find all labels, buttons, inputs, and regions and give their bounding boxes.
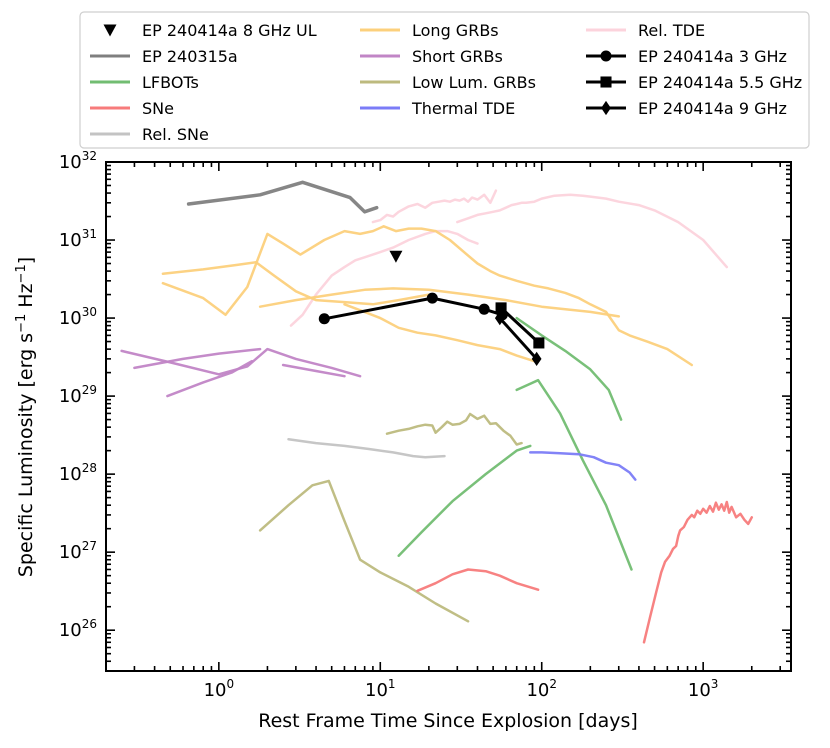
y-tick-label: 1026 [59, 617, 97, 641]
series-long-grbs [161, 260, 431, 306]
series-short-grbs [281, 363, 346, 378]
series-ep-240315a [186, 180, 379, 214]
legend-marker [600, 50, 612, 62]
point-ep-240414a-8-ghz-ul [389, 250, 403, 263]
series-long-grbs [258, 287, 621, 318]
y-axis-label-end: ] [15, 257, 37, 264]
point-ep-240414a-3-ghz [318, 313, 330, 325]
ep-layer [318, 250, 545, 367]
y-axis-label-mid: Hz [15, 283, 37, 313]
series-thermal-tde [529, 451, 637, 481]
legend-label: Rel. SNe [142, 125, 209, 144]
series-sne [642, 500, 754, 644]
legend-item: EP 240414a 8 GHz UL [103, 21, 317, 40]
legend-item: Thermal TDE [360, 99, 515, 118]
series-rel-tde [456, 193, 729, 269]
x-tick-label: 102 [526, 677, 557, 701]
x-tick-label: 103 [688, 677, 719, 701]
x-tick-label: 101 [365, 677, 396, 701]
x-axis-label: Rest Frame Time Since Explosion [days] [258, 710, 638, 732]
series-ep-240414a-5-5-ghz [500, 306, 540, 345]
series-layer [120, 180, 754, 644]
legend-item: Short GRBs [360, 47, 503, 66]
series-long-grbs [161, 225, 694, 367]
x-axis-ticks: 100 101 102 103 [105, 162, 781, 701]
legend-item: SNe [90, 99, 174, 118]
y-tick-label: 1027 [59, 539, 97, 563]
series-low-lum-grbs [385, 412, 523, 446]
legend-label: Long GRBs [412, 21, 499, 40]
legend-item: EP 240414a 5.5 GHz [586, 73, 802, 92]
point-ep-240414a-3-ghz [478, 303, 490, 315]
series-short-grbs [133, 347, 262, 370]
legend-label: LFBOTs [142, 73, 199, 92]
legend: EP 240414a 8 GHz UL EP 240315a LFBOTs SNe Re… [79, 11, 810, 149]
legend-label: EP 240414a 3 GHz [638, 47, 787, 66]
series-long-grbs [343, 303, 536, 363]
point-ep-240414a-3-ghz [426, 292, 438, 304]
series-low-lum-grbs [258, 479, 470, 623]
legend-label: Short GRBs [412, 47, 503, 66]
legend-item: Rel. TDE [586, 21, 705, 40]
series-short-grbs [120, 347, 362, 378]
series-rel-tde [289, 229, 479, 327]
series-rel-sne [287, 437, 446, 459]
y-axis-label-sup1: −1 [14, 314, 29, 333]
legend-item: Rel. SNe [90, 125, 209, 144]
series-ep-240414a-9-ghz [498, 317, 538, 360]
y-axis-ticks: 1026 1027 1028 1029 1030 1031 1032 [59, 149, 791, 672]
legend-item: LFBOTs [90, 73, 199, 92]
legend-label: EP 240414a 9 GHz [638, 99, 787, 118]
y-tick-label: 1029 [59, 383, 97, 407]
point-ep-240414a-9-ghz [494, 310, 505, 326]
point-ep-240414a-9-ghz [531, 351, 542, 367]
series-lfbots [515, 316, 623, 421]
y-axis-label: Specific Luminosity [erg s−1 Hz−1] [14, 257, 37, 577]
legend-item: EP 240414a 3 GHz [586, 47, 787, 66]
point-ep-240414a-5-5-ghz [495, 302, 507, 314]
legend-marker [103, 24, 117, 37]
y-tick-label: 1031 [59, 227, 97, 251]
y-axis-label-main: Specific Luminosity [erg s [15, 333, 37, 577]
legend-label: Rel. TDE [638, 21, 705, 40]
legend-item: Long GRBs [360, 21, 499, 40]
legend-item: EP 240414a 9 GHz [586, 99, 787, 118]
legend-label: EP 240414a 5.5 GHz [638, 73, 802, 92]
legend-item: Low Lum. GRBs [360, 73, 536, 92]
plot-area: 100 101 102 103 1026 1027 1028 1029 1030 1031 103… [59, 149, 792, 701]
series-ep-240414a-3-ghz [324, 296, 503, 321]
legend-label: EP 240315a [142, 47, 238, 66]
legend-frame [79, 11, 810, 149]
legend-marker [601, 100, 611, 116]
y-tick-label: 1030 [59, 305, 97, 329]
point-ep-240414a-5-5-ghz [533, 337, 545, 349]
legend-label: Thermal TDE [411, 99, 515, 118]
plot-frame [105, 161, 792, 672]
y-axis-label-sup2: −1 [14, 264, 29, 283]
series-rel-tde [371, 189, 498, 224]
series-sne [416, 568, 540, 593]
legend-item: EP 240315a [90, 47, 238, 66]
y-tick-label: 1032 [59, 149, 97, 173]
series-lfbots [515, 378, 633, 571]
legend-label: SNe [142, 99, 174, 118]
legend-label: Low Lum. GRBs [412, 73, 536, 92]
y-tick-label: 1028 [59, 461, 97, 485]
series-lfbots [397, 444, 532, 557]
series-short-grbs [166, 359, 254, 398]
legend-label: EP 240414a 8 GHz UL [142, 21, 317, 40]
legend-marker [600, 76, 612, 88]
x-tick-label: 100 [204, 677, 235, 701]
